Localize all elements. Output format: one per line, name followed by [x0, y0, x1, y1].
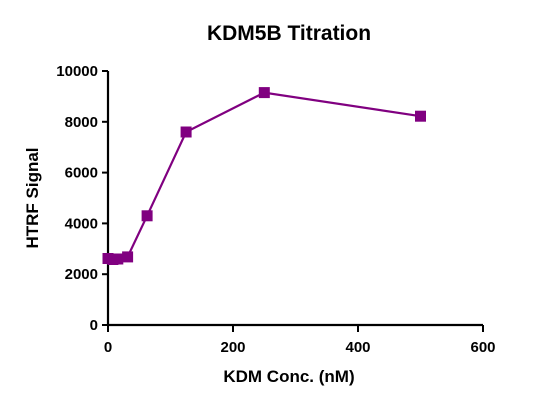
- data-point-7: [415, 110, 426, 122]
- y-tick-label: 0: [90, 317, 98, 334]
- y-tick-label: 4000: [65, 215, 98, 232]
- data-point-3: [122, 251, 134, 263]
- plot-area: [102, 87, 426, 265]
- y-tick-label: 6000: [65, 165, 98, 182]
- chart-title: KDM5B Titration: [207, 22, 371, 45]
- x-tick-label: 0: [104, 339, 112, 356]
- x-tick-label: 200: [220, 339, 245, 356]
- y-tick-label: 8000: [65, 114, 98, 131]
- y-tick-label: 2000: [65, 266, 98, 283]
- y-tick-label: 10000: [56, 63, 98, 80]
- data-point-5: [180, 126, 192, 138]
- series-line: [107, 91, 421, 261]
- y-ticks: 0 2000 4000 6000 8000 10000: [56, 63, 108, 334]
- x-axis-label: KDM Conc. (nM): [223, 367, 354, 386]
- y-axis-label: HTRF Signal: [23, 147, 42, 248]
- data-point-6: [258, 87, 270, 99]
- y-axis: 0 2000 4000 6000 8000 10000 HTRF Signal: [23, 63, 110, 334]
- data-point-2: [112, 253, 124, 265]
- data-point-4: [141, 210, 153, 222]
- x-tick-label: 400: [345, 339, 370, 356]
- x-ticks: 0 200 400 600: [104, 325, 496, 356]
- x-axis: 0 200 400 600 KDM Conc. (nM): [104, 323, 496, 386]
- x-tick-label: 600: [470, 339, 495, 356]
